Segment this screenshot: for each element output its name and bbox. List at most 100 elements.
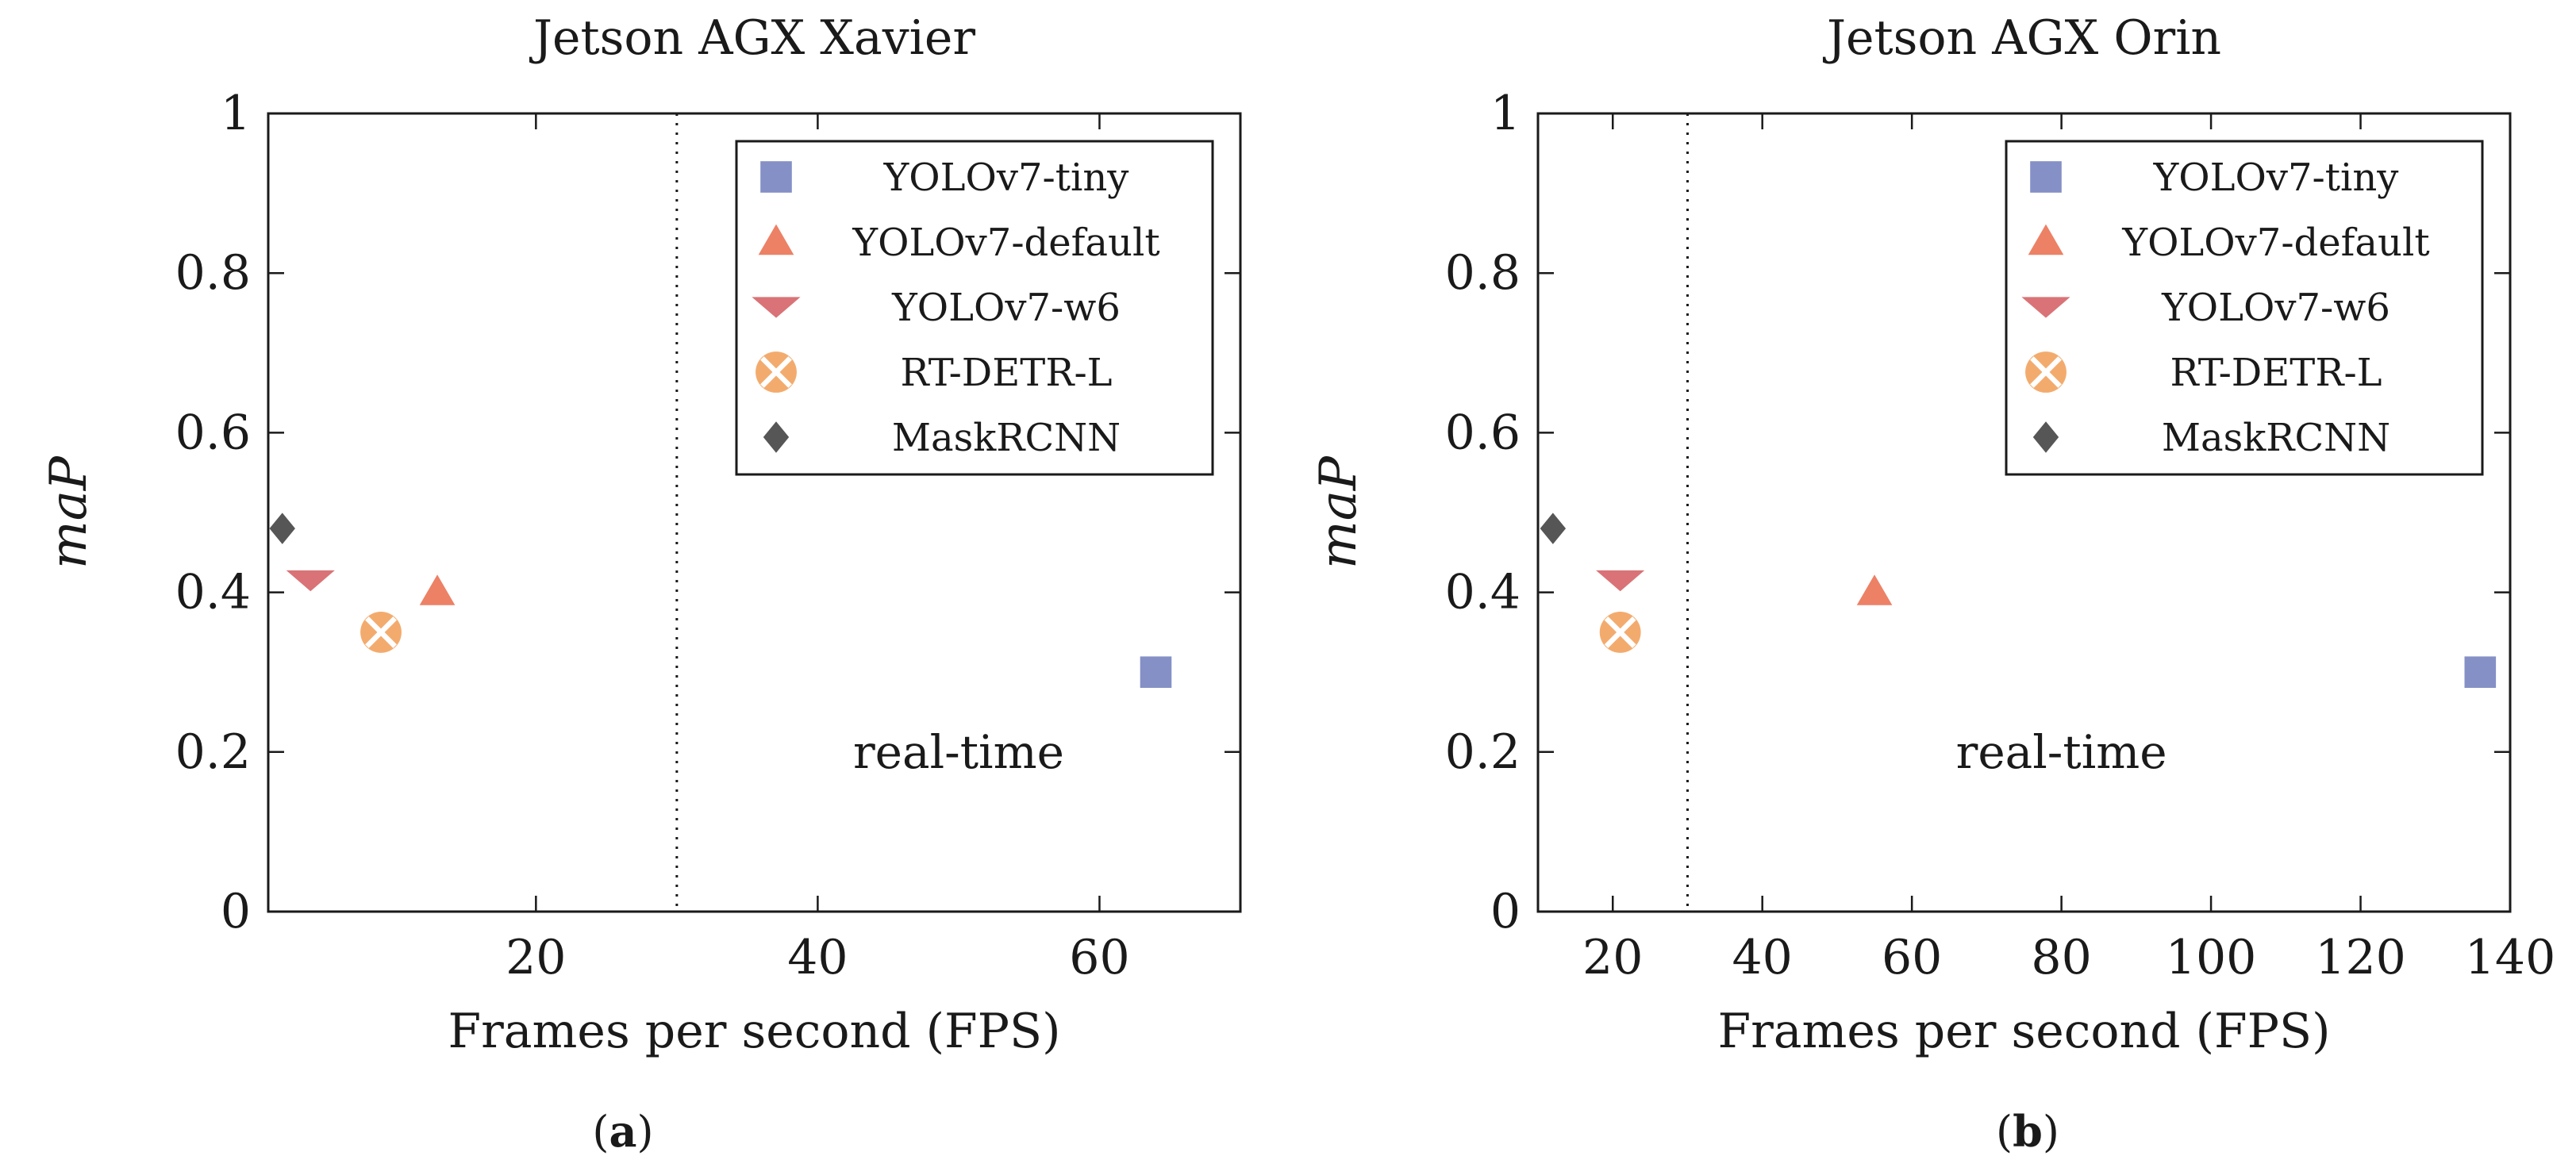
x-tick-label: 140 bbox=[2465, 930, 2556, 985]
real-time-annotation: real-time bbox=[1956, 725, 2167, 779]
panel-caption: (a) bbox=[592, 1106, 653, 1157]
plot-frame bbox=[1536, 112, 2512, 913]
marker-square bbox=[760, 161, 792, 193]
legend-label: MaskRCNN bbox=[892, 416, 1121, 460]
x-tick-label: 40 bbox=[787, 930, 848, 985]
data-point-maskrcnn bbox=[269, 513, 295, 544]
legend-label: MaskRCNN bbox=[2162, 416, 2390, 460]
x-tick-label: 60 bbox=[1882, 930, 1942, 985]
y-tick-label: 0.6 bbox=[1445, 405, 1521, 460]
marker-square bbox=[2030, 161, 2062, 193]
y-axis-label: maP bbox=[1309, 455, 1368, 569]
legend-item: MaskRCNN bbox=[763, 416, 1121, 460]
legend-item: RT-DETR-L bbox=[2025, 351, 2382, 395]
legend-marker-yolov7-w6 bbox=[2021, 297, 2070, 318]
y-tick-label: 0.8 bbox=[1445, 245, 1521, 301]
chart-panel-a: Jetson AGX Xavier 0 0.2 0.4 0.6 0.8 1 20 40 60 rea… bbox=[40, 10, 1242, 1157]
marker-diamond bbox=[269, 513, 295, 544]
legend-marker-yolov7-tiny bbox=[2030, 161, 2062, 193]
x-axis-label: Frames per second (FPS) bbox=[1717, 1004, 2330, 1059]
legend-marker-yolov7-tiny bbox=[760, 161, 792, 193]
legend-item: RT-DETR-L bbox=[755, 351, 1113, 395]
legend-item: YOLOv7-default bbox=[758, 221, 1160, 265]
marker-square bbox=[1140, 656, 1172, 688]
data-point-rt-detr-l bbox=[1599, 611, 1641, 653]
caption-letter: a bbox=[609, 1106, 637, 1157]
legend-item: YOLOv7-default bbox=[2028, 221, 2430, 265]
marker-diamond bbox=[1540, 513, 1567, 544]
plot-frame bbox=[267, 112, 1242, 913]
marker-cross-line bbox=[2030, 356, 2062, 388]
legend-box bbox=[735, 140, 1214, 476]
legend-label: YOLOv7-default bbox=[852, 221, 1159, 265]
data-point-rt-detr-l bbox=[360, 611, 402, 653]
marker-triangle-up bbox=[419, 574, 456, 605]
legend-marker-yolov7-w6 bbox=[752, 297, 801, 318]
chart-title: Jetson AGX Xavier bbox=[529, 10, 975, 66]
legend-label: YOLOv7-tiny bbox=[883, 156, 1129, 200]
data-point-yolov7-tiny bbox=[1140, 656, 1172, 688]
legend: YOLOv7-tiny YOLOv7-default YOLOv7-w6 RT-DET… bbox=[735, 140, 1214, 476]
x-tick-label: 120 bbox=[2315, 930, 2406, 985]
legend-marker-rt-detr-l bbox=[2025, 351, 2067, 393]
legend-item: YOLOv7-w6 bbox=[752, 286, 1121, 330]
y-tick-label: 0.2 bbox=[175, 724, 251, 780]
legend-label: RT-DETR-L bbox=[2170, 351, 2382, 395]
legend-item: YOLOv7-w6 bbox=[2021, 286, 2390, 330]
x-axis-label: Frames per second (FPS) bbox=[448, 1004, 1060, 1059]
y-tick-label: 0.2 bbox=[1445, 724, 1521, 780]
marker-cross-line bbox=[760, 356, 792, 388]
y-tick-label: 0.6 bbox=[175, 405, 251, 460]
real-time-annotation: real-time bbox=[853, 725, 1064, 779]
legend-item: MaskRCNN bbox=[2032, 416, 2390, 460]
legend-marker-yolov7-default bbox=[758, 224, 794, 255]
marker-triangle-down bbox=[2021, 297, 2070, 318]
data-point-yolov7-w6 bbox=[1596, 570, 1645, 592]
caption-letter: b bbox=[2013, 1106, 2043, 1157]
legend-label: YOLOv7-w6 bbox=[2161, 286, 2390, 330]
legend-label: YOLOv7-tiny bbox=[2153, 156, 2399, 200]
panel-caption: (b) bbox=[1996, 1106, 2059, 1157]
marker-cross-line bbox=[365, 616, 397, 648]
x-tick-label: 20 bbox=[506, 930, 566, 985]
legend-item: YOLOv7-tiny bbox=[2030, 156, 2398, 200]
y-tick-label: 1 bbox=[221, 86, 251, 141]
caption-paren: ( bbox=[592, 1107, 609, 1157]
marker-triangle-down bbox=[752, 297, 801, 318]
chart-title: Jetson AGX Orin bbox=[1822, 10, 2221, 66]
legend-marker-maskrcnn bbox=[763, 421, 790, 453]
x-tick-label: 40 bbox=[1732, 930, 1793, 985]
marker-cross-line bbox=[1604, 616, 1636, 648]
marker-triangle-up bbox=[1856, 574, 1893, 605]
y-tick-label: 0.8 bbox=[175, 245, 251, 301]
caption-paren: ( bbox=[1996, 1107, 2013, 1157]
marker-triangle-up bbox=[758, 224, 794, 255]
y-tick-label: 1 bbox=[1490, 86, 1521, 141]
marker-triangle-down bbox=[286, 570, 335, 592]
marker-triangle-down bbox=[1596, 570, 1645, 592]
x-tick-label: 20 bbox=[1582, 930, 1643, 985]
legend-label: RT-DETR-L bbox=[900, 351, 1112, 395]
legend-item: YOLOv7-tiny bbox=[760, 156, 1128, 200]
legend-marker-rt-detr-l bbox=[755, 351, 797, 393]
y-tick-label: 0 bbox=[1490, 884, 1521, 939]
legend-marker-maskrcnn bbox=[2032, 421, 2059, 453]
caption-paren: ) bbox=[637, 1107, 654, 1157]
data-point-maskrcnn bbox=[1540, 513, 1567, 544]
y-tick-label: 0.4 bbox=[1445, 565, 1521, 620]
data-point-yolov7-default bbox=[419, 574, 456, 605]
legend-marker-yolov7-default bbox=[2028, 224, 2064, 255]
x-tick-label: 80 bbox=[2031, 930, 2091, 985]
x-tick-label: 100 bbox=[2166, 930, 2257, 985]
x-tick-label: 60 bbox=[1069, 930, 1129, 985]
y-tick-label: 0 bbox=[221, 884, 251, 939]
legend-label: YOLOv7-w6 bbox=[891, 286, 1121, 330]
y-axis-label: maP bbox=[40, 455, 98, 569]
legend-label: YOLOv7-default bbox=[2121, 221, 2429, 265]
data-point-yolov7-w6 bbox=[286, 570, 335, 592]
data-point-yolov7-default bbox=[1856, 574, 1893, 605]
marker-diamond bbox=[2032, 421, 2059, 453]
caption-paren: ) bbox=[2043, 1107, 2059, 1157]
